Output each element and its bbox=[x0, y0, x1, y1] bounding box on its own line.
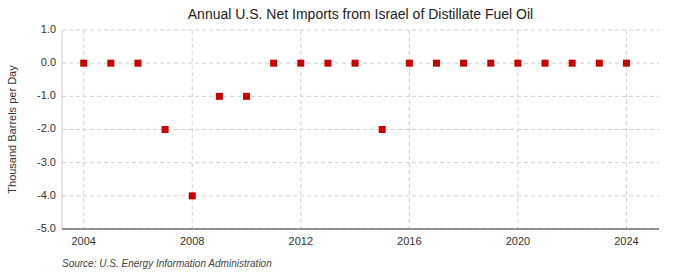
point bbox=[134, 60, 141, 67]
point bbox=[379, 126, 386, 133]
point bbox=[162, 126, 169, 133]
y-tick-label: -4.0 bbox=[37, 189, 56, 201]
y-grid-line bbox=[62, 162, 659, 163]
y-tick-label: 0.0 bbox=[41, 56, 56, 68]
point bbox=[514, 60, 521, 67]
y-grid-line bbox=[62, 229, 659, 230]
chart-container: -5.0 -4.0 -3.0 -2.0 -1.0 0.0 1.0 2004 2008 2012 20… bbox=[0, 0, 675, 275]
title: Annual U.S. Net Imports from Israel of D… bbox=[188, 6, 533, 22]
x-tick-label: 2024 bbox=[614, 235, 638, 247]
x-tick-label: 2020 bbox=[506, 235, 530, 247]
point bbox=[297, 60, 304, 67]
point bbox=[460, 60, 467, 67]
x-tick-label: 2008 bbox=[180, 235, 204, 247]
tick-labels: -5.0 -4.0 -3.0 -2.0 -1.0 0.0 1.0 2004 2008 2012 20… bbox=[37, 23, 639, 247]
chart: -5.0 -4.0 -3.0 -2.0 -1.0 0.0 1.0 2004 2008 2012 20… bbox=[0, 0, 675, 275]
point bbox=[189, 192, 196, 199]
point bbox=[487, 60, 494, 67]
y-grid-line bbox=[62, 30, 659, 31]
points bbox=[80, 60, 630, 200]
point bbox=[216, 93, 223, 100]
point bbox=[406, 60, 413, 67]
y-axis-line bbox=[62, 30, 63, 229]
point bbox=[542, 60, 549, 67]
y-tick-label: 1.0 bbox=[41, 23, 56, 35]
y-tick-label: -5.0 bbox=[37, 222, 56, 234]
point bbox=[80, 60, 87, 67]
point bbox=[107, 60, 114, 67]
point bbox=[623, 60, 630, 67]
y-tick-label: -3.0 bbox=[37, 156, 56, 168]
point bbox=[352, 60, 359, 67]
y-axis-label: Thousand Barrels per Day bbox=[6, 65, 18, 194]
source-note: Source: U.S. Energy Information Administ… bbox=[62, 258, 272, 269]
y-tick-label: -1.0 bbox=[37, 89, 56, 101]
y-grid-line bbox=[62, 96, 659, 97]
x-axis-line bbox=[62, 229, 659, 230]
point bbox=[270, 60, 277, 67]
point bbox=[243, 93, 250, 100]
point bbox=[596, 60, 603, 67]
background bbox=[0, 0, 675, 275]
grid bbox=[62, 30, 659, 229]
point bbox=[569, 60, 576, 67]
y-tick-label: -2.0 bbox=[37, 122, 56, 134]
point bbox=[433, 60, 440, 67]
point bbox=[324, 60, 331, 67]
y-grid-line bbox=[62, 195, 659, 196]
x-tick-label: 2012 bbox=[289, 235, 313, 247]
x-tick-label: 2016 bbox=[397, 235, 421, 247]
x-tick-label: 2004 bbox=[71, 235, 95, 247]
y-grid-line bbox=[62, 129, 659, 130]
